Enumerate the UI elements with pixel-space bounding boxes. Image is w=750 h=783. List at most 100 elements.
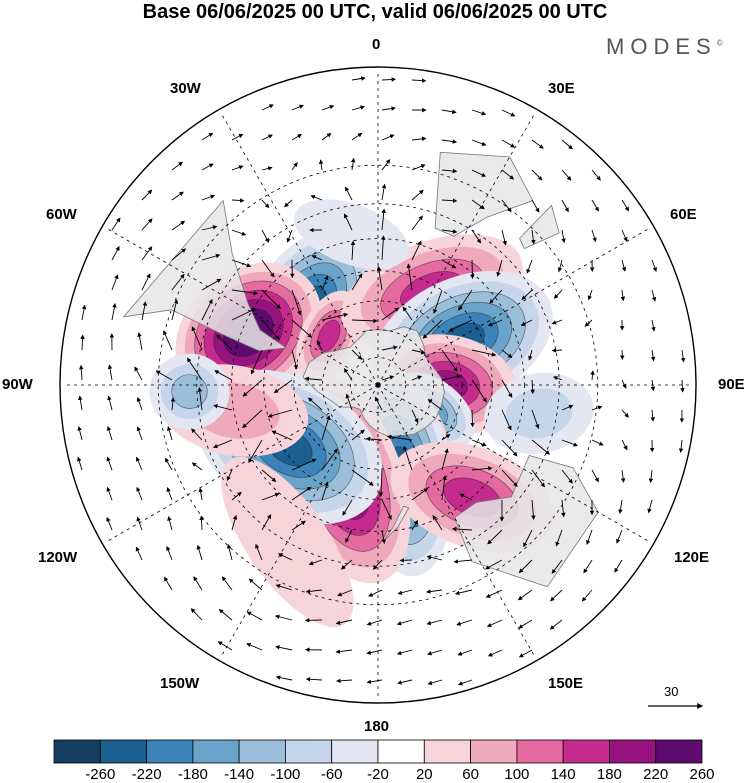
- wind-arrow: [587, 289, 593, 301]
- wind-arrow: [164, 457, 173, 471]
- wind-arrow: [553, 289, 563, 299]
- wind-arrow: [471, 139, 487, 146]
- wind-arrow: [591, 469, 599, 483]
- wind-arrow: [336, 678, 353, 684]
- colorbar-swatch: [655, 739, 703, 764]
- wind-arrow: [411, 240, 422, 261]
- wind-arrow: [111, 246, 120, 261]
- wind-arrow: [277, 553, 293, 561]
- wind-arrow: [221, 576, 233, 591]
- wind-arrow: [432, 515, 443, 531]
- wind-arrow: [530, 379, 535, 395]
- wind-arrow: [396, 619, 413, 626]
- wind-arrow: [135, 546, 143, 561]
- wind-arrow: [678, 439, 684, 453]
- wind-arrow: [261, 469, 277, 482]
- wind-arrow: [274, 614, 293, 621]
- wind-arrow: [291, 520, 306, 531]
- latitude-circle: [350, 357, 406, 413]
- wind-arrow: [167, 426, 173, 441]
- wind-arrow: [448, 319, 473, 332]
- wind-arrow: [386, 434, 413, 441]
- wind-arrow: [531, 139, 544, 149]
- wind-arrow: [171, 220, 186, 231]
- meridian-line: [377, 384, 536, 658]
- wind-arrow: [271, 430, 293, 441]
- wind-arrow: [106, 425, 113, 441]
- wind-arrow: [552, 376, 563, 381]
- wind-arrow: [621, 409, 629, 418]
- wind-arrow: [197, 387, 203, 411]
- wind-arrow: [411, 375, 423, 381]
- wind-arrow: [136, 396, 143, 411]
- wind-arrow: [381, 235, 386, 261]
- wind-arrow: [291, 458, 317, 471]
- wind-arrow: [621, 199, 630, 212]
- wind-arrow: [136, 516, 143, 531]
- wind-arrow: [163, 330, 173, 351]
- colorbar-tick-label: -20: [367, 766, 389, 783]
- wind-arrow: [291, 134, 303, 141]
- lon-label-150e: 150E: [548, 675, 584, 692]
- lon-label-60e: 60E: [670, 206, 697, 223]
- wind-arrow: [275, 645, 293, 651]
- wind-arrow: [366, 649, 383, 655]
- wind-arrow: [231, 198, 245, 203]
- wind-arrow: [471, 439, 487, 447]
- wind-arrow: [111, 274, 119, 291]
- wind-arrow: [351, 429, 365, 441]
- wind-arrow: [78, 395, 83, 411]
- wind-arrow: [304, 376, 323, 382]
- wind-arrow: [365, 436, 383, 442]
- wind-arrow: [366, 679, 383, 685]
- wind-arrow: [351, 132, 363, 141]
- wind-arrow: [261, 319, 280, 341]
- wind-arrow: [485, 589, 503, 598]
- wind-arrow: [217, 641, 233, 651]
- wind-arrow: [453, 559, 473, 564]
- wind-arrow: [621, 259, 627, 272]
- wind-arrow: [680, 349, 686, 363]
- wind-arrow: [305, 589, 323, 594]
- wind-arrow: [411, 189, 424, 201]
- wind-arrow: [111, 303, 117, 321]
- wind-arrow: [171, 161, 184, 171]
- wind-arrow: [402, 306, 413, 321]
- wind-arrow: [231, 165, 244, 171]
- wind-arrow: [291, 289, 302, 316]
- wind-arrow: [337, 589, 353, 597]
- wind-arrow: [381, 375, 395, 381]
- wind-arrow: [551, 319, 563, 325]
- wind-arrow: [459, 493, 473, 501]
- wind-arrow: [471, 169, 487, 177]
- madagascar-landmass: [519, 204, 560, 250]
- wind-arrow: [457, 649, 473, 656]
- wind-arrow: [591, 169, 601, 181]
- wind-arrow: [318, 159, 324, 171]
- wind-arrow: [350, 240, 356, 261]
- wind-arrow: [441, 374, 462, 381]
- wind-arrow: [441, 139, 458, 144]
- wind-arrow: [366, 619, 383, 626]
- lon-label-0: 0: [372, 36, 381, 53]
- wind-arrow: [531, 499, 536, 520]
- wind-arrow: [106, 456, 113, 471]
- wind-arrow: [261, 514, 272, 531]
- wind-arrow: [267, 409, 293, 418]
- latitude-circle: [322, 329, 434, 441]
- colorbar-tick-label: -220: [131, 766, 162, 783]
- lon-label-150w: 150W: [160, 675, 200, 692]
- wind-arrow: [77, 426, 83, 441]
- wind-arrow: [261, 492, 280, 501]
- wind-arrow: [246, 643, 263, 651]
- wind-arrow: [381, 134, 395, 141]
- meridian-line: [377, 227, 651, 386]
- wind-arrow: [561, 439, 579, 447]
- wind-arrow: [561, 469, 573, 484]
- wind-arrow: [374, 396, 383, 411]
- wind-arrow: [321, 275, 329, 291]
- wind-arrow: [308, 397, 323, 411]
- wind-arrow: [213, 404, 233, 411]
- wind-arrow: [201, 278, 222, 291]
